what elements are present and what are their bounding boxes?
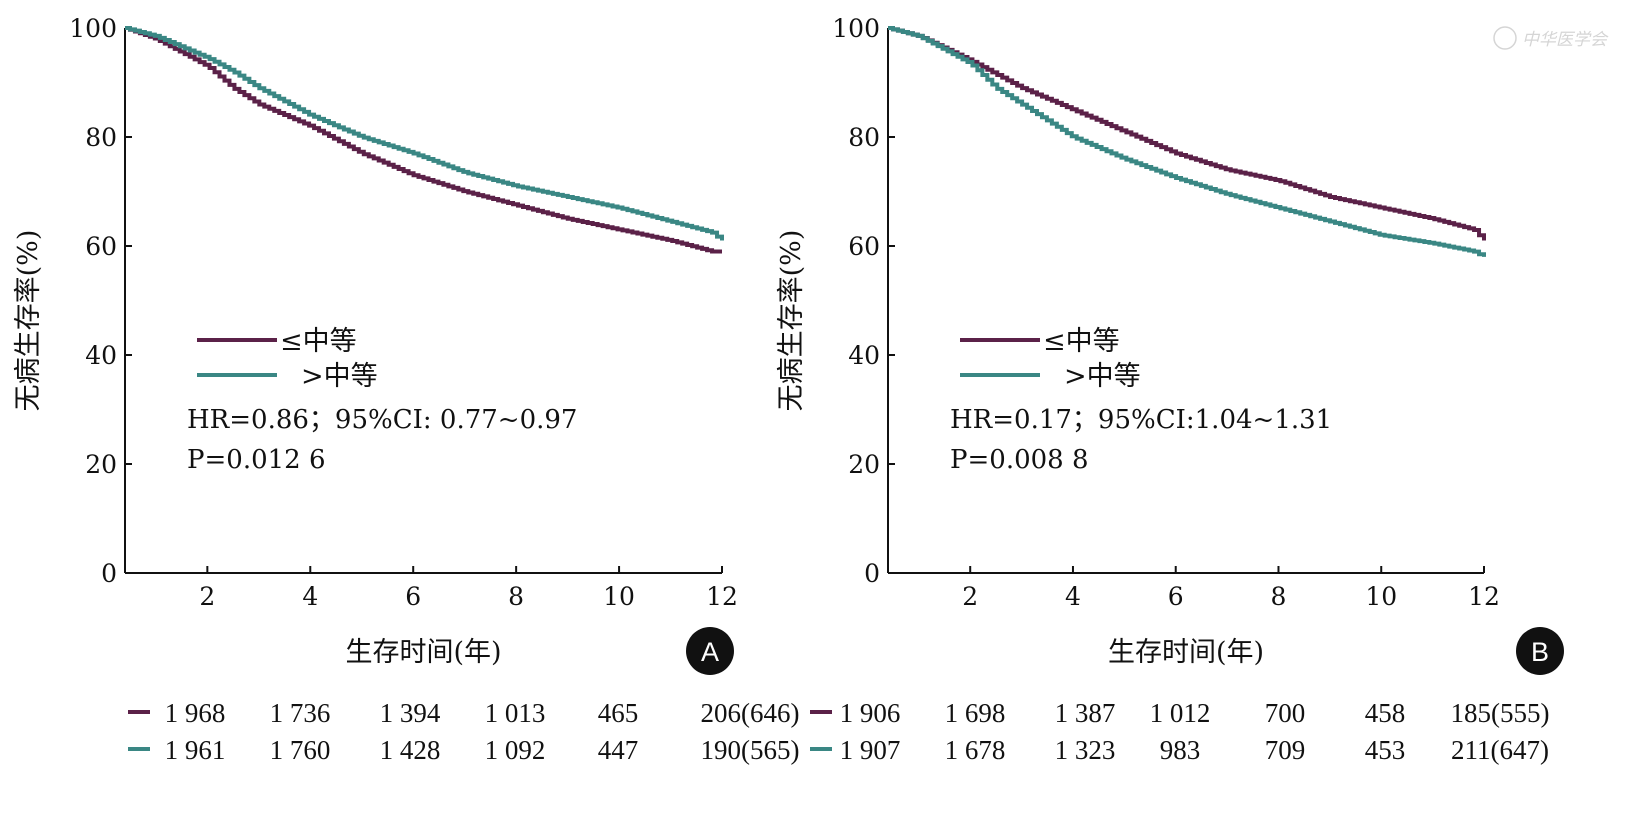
legend-label: ≤中等 (280, 326, 357, 357)
risk-count: 1 387 (1055, 698, 1116, 728)
risk-count: 709 (1265, 735, 1306, 765)
x-axis-label: 生存时间(年) (345, 637, 501, 668)
y-tick-label: 100 (69, 14, 117, 43)
x-tick-label: 12 (1468, 582, 1500, 611)
risk-count: 983 (1160, 735, 1201, 765)
survival-curve-low (125, 26, 722, 254)
x-tick-label: 8 (1271, 582, 1287, 611)
risk-count: 453 (1365, 735, 1406, 765)
p-value-annotation: P=0.008 8 (950, 445, 1089, 475)
watermark: 中华医学会 (1493, 26, 1609, 50)
y-tick-label: 0 (864, 559, 880, 588)
survival-curve-low (888, 26, 1486, 241)
y-tick-label: 20 (85, 450, 117, 479)
risk-count: 1 394 (380, 698, 441, 728)
risk-count: 700 (1265, 698, 1306, 728)
risk-count: 1 012 (1150, 698, 1211, 728)
y-tick-label: 60 (85, 232, 117, 261)
x-axis-label: 生存时间(年) (1108, 637, 1264, 668)
risk-count: 458 (1365, 698, 1406, 728)
risk-table: 1 968 1 736 1 394 1 013 465 206(646) 1 961 1 76… (128, 698, 1549, 765)
risk-count: 1 760 (270, 735, 331, 765)
y-axis-label: 无病生存率(%) (13, 230, 44, 412)
survival-curve-high (888, 26, 1486, 257)
hazard-ratio-annotation: HR=0.17；95%CI:1.04~1.31 (950, 405, 1332, 435)
x-tick-label: 2 (962, 582, 978, 611)
x-tick-label: 2 (199, 582, 215, 611)
risk-count: 465 (598, 698, 639, 728)
risk-count: 1 906 (840, 698, 901, 728)
risk-count: 447 (598, 735, 639, 765)
y-tick-label: 100 (832, 14, 880, 43)
y-tick-label: 20 (848, 450, 880, 479)
x-tick-label: 10 (1365, 582, 1397, 611)
x-tick-label: 4 (302, 582, 318, 611)
y-tick-label: 80 (85, 123, 117, 152)
panel-a: 0 20 40 60 80 100 2 4 6 8 10 12 生存时间(年) 无病生存率(%) ≤中等 >中… (13, 14, 738, 675)
legend-label: >中等 (301, 361, 378, 392)
panel-letter: B (1531, 637, 1549, 667)
y-tick-label: 40 (848, 341, 880, 370)
risk-count: 211(647) (1451, 735, 1549, 765)
x-tick-label: 8 (508, 582, 524, 611)
hazard-ratio-annotation: HR=0.86；95%CI: 0.77~0.97 (187, 405, 577, 435)
y-tick-label: 80 (848, 123, 880, 152)
risk-count: 1 428 (380, 735, 441, 765)
risk-count: 1 968 (165, 698, 226, 728)
y-tick-label: 0 (101, 559, 117, 588)
panel-b: 0 20 40 60 80 100 2 4 6 8 10 12 生存时间(年) 无病生存率(%) ≤中等 >中… (776, 14, 1564, 675)
p-value-annotation: P=0.012 6 (187, 445, 326, 475)
risk-count: 1 013 (485, 698, 546, 728)
risk-count: 190(565) (701, 735, 800, 765)
risk-count: 1 698 (945, 698, 1006, 728)
risk-count: 1 736 (270, 698, 331, 728)
survival-curve-high (125, 26, 724, 241)
x-tick-label: 10 (603, 582, 635, 611)
risk-count: 1 678 (945, 735, 1006, 765)
risk-count: 1 092 (485, 735, 546, 765)
panel-badge (686, 627, 734, 675)
y-axis-label: 无病生存率(%) (776, 230, 807, 412)
x-tick-label: 6 (1168, 582, 1184, 611)
x-tick-label: 4 (1065, 582, 1081, 611)
panel-badge (1516, 627, 1564, 675)
risk-count: 185(555) (1451, 698, 1550, 728)
svg-text:中华医学会: 中华医学会 (1522, 30, 1609, 50)
x-tick-label: 12 (706, 582, 738, 611)
x-tick-label: 6 (405, 582, 421, 611)
legend-label: >中等 (1064, 361, 1141, 392)
y-tick-label: 40 (85, 341, 117, 370)
risk-count: 1 323 (1055, 735, 1116, 765)
risk-count: 1 961 (165, 735, 226, 765)
y-tick-label: 60 (848, 232, 880, 261)
risk-count: 1 907 (840, 735, 901, 765)
legend-label: ≤中等 (1043, 326, 1120, 357)
panel-letter: A (701, 637, 719, 667)
risk-count: 206(646) (701, 698, 800, 728)
